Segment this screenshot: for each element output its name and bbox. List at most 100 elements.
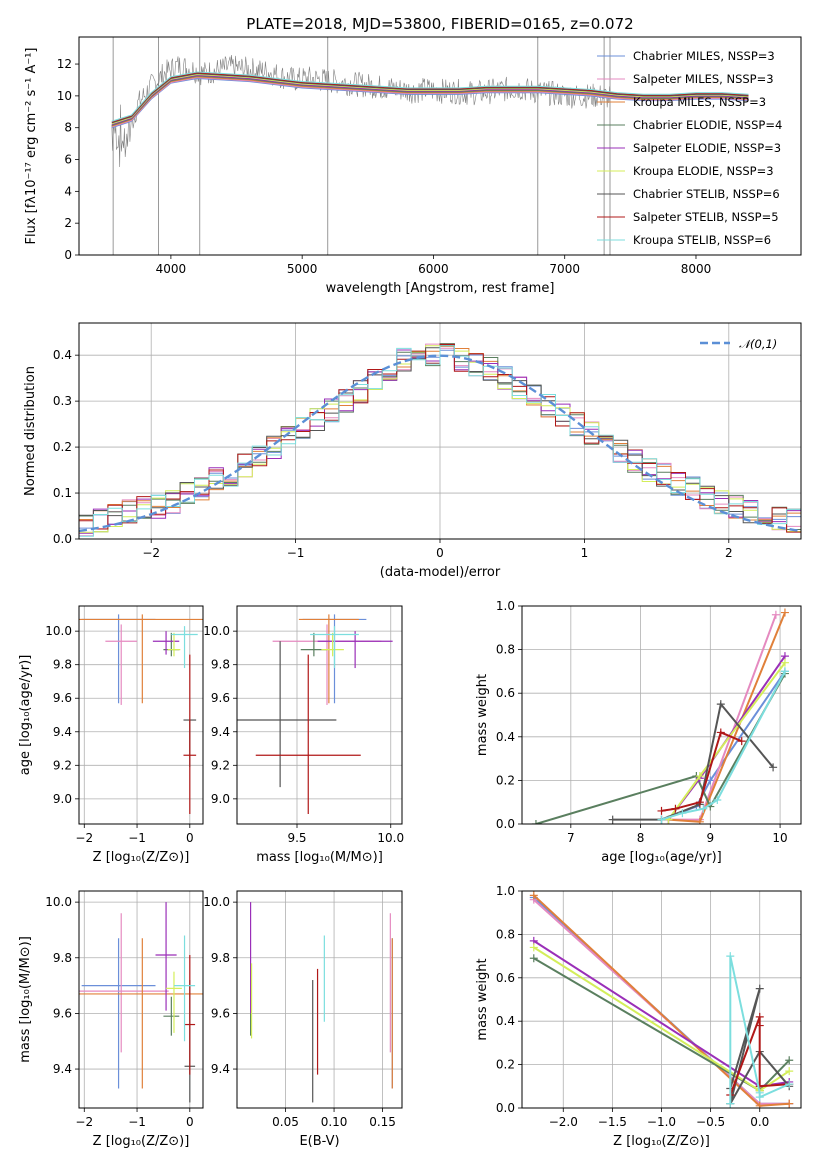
x-tick-label: 8000 (681, 262, 712, 276)
y-tick-label: 10 (57, 89, 72, 103)
y-tick-label: 9.6 (211, 1006, 230, 1020)
error-point (81, 614, 156, 704)
weight-marker (780, 608, 789, 617)
legend-label: Kroupa MILES, NSSP=3 (633, 95, 766, 109)
y-tick-label: 2 (64, 216, 72, 230)
y-axis-label: mass weight (475, 958, 490, 1040)
x-tick-label: 2 (725, 546, 733, 560)
y-tick-label: 10.0 (203, 624, 230, 638)
weight-line (612, 701, 774, 821)
x-axis-label: Z [log₁₀(Z/Z⊙)] (613, 1134, 710, 1149)
y-tick-label: 1.0 (496, 599, 515, 613)
legend-label: Chabrier STELIB, NSSP=6 (633, 187, 780, 201)
plot-area (79, 902, 203, 1103)
x-axis-label: Z [log₁₀(Z/Z⊙)] (93, 1134, 190, 1149)
error-point (166, 971, 182, 1033)
weight-marker (529, 891, 538, 900)
weight-marker (755, 1101, 764, 1108)
weight-marker (706, 776, 715, 785)
y-tick-label: 9.2 (53, 758, 72, 772)
legend: Chabrier MILES, NSSP=3 Salpeter MILES, NS… (597, 49, 782, 247)
y-tick-label: 0.2 (496, 773, 515, 787)
chart-title: PLATE=2018, MJD=53800, FIBERID=0165, z=0… (246, 15, 633, 33)
y-axis-label: Normed distribution (23, 366, 38, 496)
x-tick-label: 4000 (156, 262, 187, 276)
x-tick-label: 10.0 (377, 831, 404, 845)
model-spectrum-line (111, 73, 749, 124)
error-point (79, 614, 203, 704)
y-tick-label: 0.0 (53, 532, 72, 546)
weight-marker (780, 658, 789, 667)
weight-marker (755, 984, 764, 993)
plot-area (237, 614, 393, 814)
weight-marker (716, 728, 725, 737)
y-tick-label: 9.2 (211, 758, 230, 772)
x-tick-label: 0 (186, 1115, 194, 1129)
x-tick-label: 10 (772, 831, 787, 845)
y-tick-label: 9.6 (53, 1006, 72, 1020)
y-tick-label: 9.6 (211, 691, 230, 705)
observed-spectrum (111, 54, 611, 168)
weight-marker (695, 817, 704, 824)
x-tick-label: 0.10 (321, 1115, 348, 1129)
weight-marker (769, 763, 778, 772)
x-tick-label: −1 (128, 1115, 146, 1129)
x-tick-label: −1 (287, 546, 305, 560)
model-spectrum-line (111, 75, 749, 126)
error-point (183, 654, 197, 814)
y-tick-label: 9.4 (53, 1062, 72, 1076)
model-spectrum-line (111, 72, 749, 123)
y-axis-label: age [log₁₀(age/yr)] (18, 655, 33, 776)
x-tick-label: −1.5 (598, 1115, 627, 1129)
weight-marker (671, 804, 680, 813)
y-tick-label: 9.0 (53, 792, 72, 806)
y-tick-label: 9.6 (53, 691, 72, 705)
weight-marker (657, 815, 666, 824)
error-point (237, 641, 337, 788)
weight-marker (699, 804, 708, 813)
y-tick-label: 0.4 (53, 348, 72, 362)
weight-marker (726, 1099, 735, 1108)
weight-series (657, 728, 746, 815)
x-tick-label: 9.5 (287, 831, 306, 845)
axes-frame (78, 322, 802, 540)
y-tick-label: 10.0 (203, 895, 230, 909)
x-tick-label: 0.15 (369, 1115, 396, 1129)
legend-label: Salpeter MILES, NSSP=3 (633, 72, 774, 86)
legend: 𝒩(0,1) (700, 337, 777, 351)
error-point (163, 996, 180, 1036)
panel-residuals: −2 −1 0 1 2 0.0 0.1 0.2 0.3 0.4 (data-model)/error… (23, 322, 802, 580)
y-tick-label: 9.4 (53, 725, 72, 739)
y-tick-label: 0.8 (496, 643, 515, 657)
model-spectrum-line (111, 77, 749, 129)
x-axis-label: E(B-V) (299, 1134, 339, 1149)
y-tick-label: 0.6 (496, 686, 515, 700)
plot-area (79, 614, 203, 814)
weight-marker (716, 700, 725, 709)
y-tick-label: 8 (64, 121, 72, 135)
x-tick-label: 8 (637, 831, 645, 845)
weight-marker (713, 796, 722, 805)
x-tick-label: −1 (128, 831, 146, 845)
x-tick-label: −1.0 (647, 1115, 676, 1129)
x-tick-label: 0 (186, 831, 194, 845)
weight-marker (531, 820, 540, 824)
y-tick-label: 0.6 (496, 971, 515, 985)
weight-marker (785, 1099, 794, 1108)
x-tick-label: −2 (75, 831, 93, 845)
weight-marker (657, 806, 666, 815)
weight-marker (726, 952, 735, 961)
x-axis-label: mass [log₁₀(M/M⊙)] (256, 850, 383, 865)
error-point (171, 626, 198, 669)
weight-marker (785, 1080, 794, 1089)
y-tick-label: 0.2 (496, 1058, 515, 1072)
error-point (167, 632, 181, 657)
normal-curve (79, 354, 801, 533)
x-tick-label: 5000 (287, 262, 318, 276)
y-axis-label: Flux [fλ10⁻¹⁷ erg cm⁻² s⁻¹ A⁻¹] (24, 48, 39, 245)
weight-marker (755, 1021, 764, 1030)
model-spectrum-line (111, 76, 749, 127)
axes-frame (78, 605, 204, 825)
plot-area (531, 608, 789, 824)
